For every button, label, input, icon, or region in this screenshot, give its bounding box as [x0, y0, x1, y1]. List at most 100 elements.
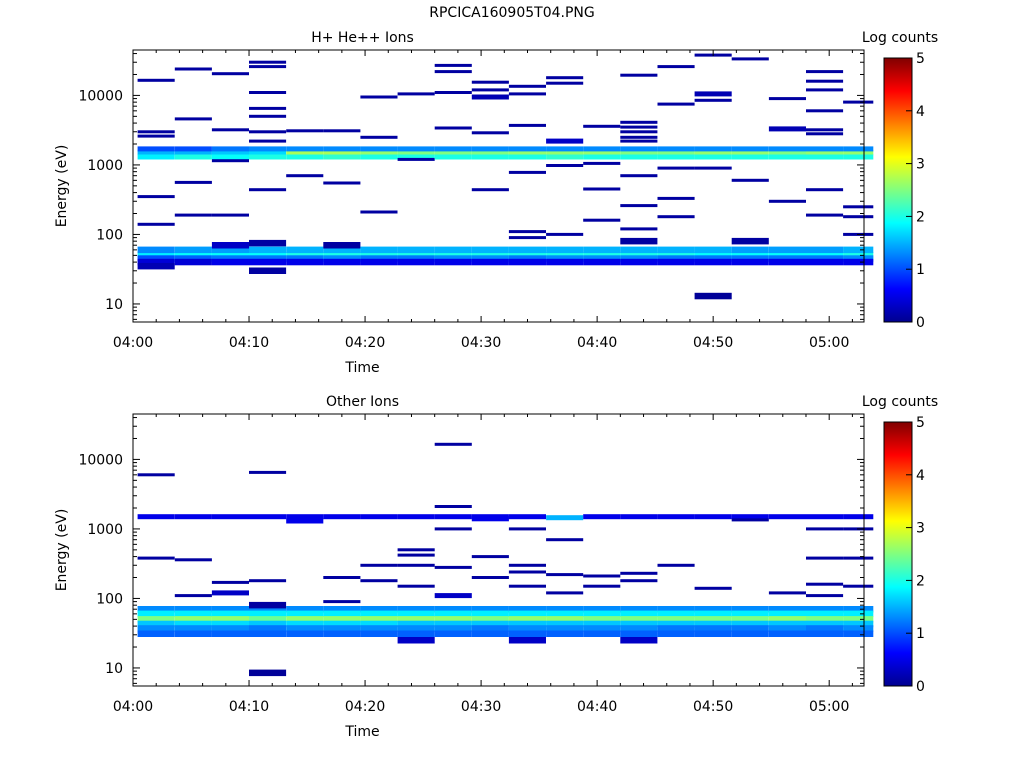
heatmap-cell	[434, 606, 472, 613]
heatmap-cell	[657, 196, 695, 200]
heatmap-cell	[620, 579, 658, 583]
heatmap-cell	[323, 630, 361, 637]
heatmap-cell	[174, 594, 212, 598]
heatmap-cell	[731, 625, 769, 632]
heatmap-cell	[508, 637, 546, 644]
heatmap-cell	[323, 610, 361, 618]
heatmap-cell	[768, 97, 806, 101]
heatmap-cell	[768, 591, 806, 595]
figure-title: RPCICA160905T04.PNG	[429, 5, 595, 21]
heatmap-cell	[286, 174, 324, 178]
heatmap-cell	[694, 625, 732, 632]
heatmap-cell	[508, 84, 546, 88]
heatmap-cell	[174, 246, 212, 254]
x-axis-label: Time	[344, 360, 379, 376]
heatmap-cell	[546, 258, 584, 266]
heatmap-cell	[434, 442, 472, 446]
heatmap-cell	[471, 246, 509, 254]
heatmap-cell	[620, 150, 658, 156]
colorbar	[883, 57, 913, 323]
colorbar-tick-label: 4	[916, 104, 925, 120]
heatmap-cell	[806, 594, 844, 598]
heatmap-cell	[174, 620, 212, 628]
heatmap-cell	[843, 154, 874, 160]
colorbar-label: Log counts	[862, 394, 938, 410]
heatmap-cell	[397, 146, 435, 152]
heatmap-cell	[211, 620, 249, 628]
heatmap-cell	[174, 514, 212, 520]
heatmap-cell	[731, 620, 769, 628]
heatmap-cell	[174, 255, 212, 262]
heatmap-cell	[583, 246, 621, 254]
heatmap-cell	[508, 236, 546, 240]
heatmap-cell	[806, 582, 844, 586]
colorbar	[883, 421, 913, 687]
heatmap-cell	[731, 514, 769, 520]
heatmap-cell	[620, 616, 658, 623]
heatmap-cell	[323, 616, 361, 623]
heatmap-cell	[657, 563, 695, 567]
heatmap-cell	[620, 146, 658, 152]
heatmap-cell	[323, 246, 361, 254]
heatmap-cell	[694, 154, 732, 160]
heatmap-cell	[731, 518, 769, 522]
heatmap-cell	[768, 199, 806, 203]
heatmap-cell	[806, 146, 844, 152]
heatmap-cell	[657, 154, 695, 160]
heatmap-cell	[806, 88, 844, 92]
heatmap-cell	[286, 146, 324, 152]
heatmap-cell	[434, 91, 472, 94]
heatmap-cell	[657, 625, 695, 632]
heatmap-cell	[731, 57, 769, 61]
heatmap-cell	[731, 154, 769, 160]
colorbar-tick-label: 2	[916, 573, 925, 589]
heatmap-cell	[843, 246, 874, 254]
heatmap-cell	[620, 571, 658, 575]
heatmap-cell	[137, 610, 175, 618]
heatmap-cell	[249, 154, 287, 160]
heatmap-cell	[211, 146, 249, 152]
heatmap-cell	[843, 620, 874, 628]
heatmap-cell	[657, 255, 695, 262]
heatmap-cell	[843, 150, 874, 156]
colorbar-tick-label: 5	[916, 51, 925, 67]
heatmap-cell	[508, 246, 546, 254]
heatmap-cell	[137, 616, 175, 623]
heatmap-cell	[137, 222, 175, 226]
heatmap-cell	[471, 620, 509, 628]
heatmap-cell	[657, 146, 695, 152]
heatmap-cell	[286, 620, 324, 628]
y-axis-label: Energy (eV)	[54, 145, 70, 228]
panel-title: H+ He++ Ions	[311, 30, 414, 46]
heatmap-cell	[731, 237, 769, 245]
heatmap-cell	[620, 154, 658, 160]
y-tick-label: 1000	[87, 522, 123, 538]
heatmap-cell	[768, 154, 806, 160]
heatmap-cell	[657, 514, 695, 520]
heatmap-cell	[806, 79, 844, 83]
heatmap-cell	[694, 586, 732, 590]
heatmap-cell	[806, 70, 844, 74]
heatmap-cell	[434, 70, 472, 74]
heatmap-cell	[806, 132, 844, 136]
heatmap-cell	[137, 620, 175, 628]
heatmap-cell	[323, 576, 361, 579]
heatmap-cell	[546, 610, 584, 618]
heatmap-cell	[211, 616, 249, 623]
heatmap-cell	[249, 616, 287, 623]
heatmap-cell	[768, 258, 806, 266]
heatmap-cell	[137, 625, 175, 632]
heatmap-cell	[249, 610, 287, 618]
heatmap-cell	[731, 610, 769, 618]
heatmap-cell	[249, 470, 287, 474]
heatmap-cell	[471, 606, 509, 613]
heatmap-cell	[397, 258, 435, 266]
heatmap-cell	[657, 246, 695, 254]
heatmap-cell	[546, 232, 584, 236]
plot-frame	[132, 413, 865, 687]
heatmap-cell	[768, 255, 806, 262]
heatmap-cell	[360, 610, 398, 618]
heatmap-cell	[286, 246, 324, 254]
y-tick-label: 10000	[78, 452, 123, 468]
heatmap-cell	[508, 630, 546, 637]
